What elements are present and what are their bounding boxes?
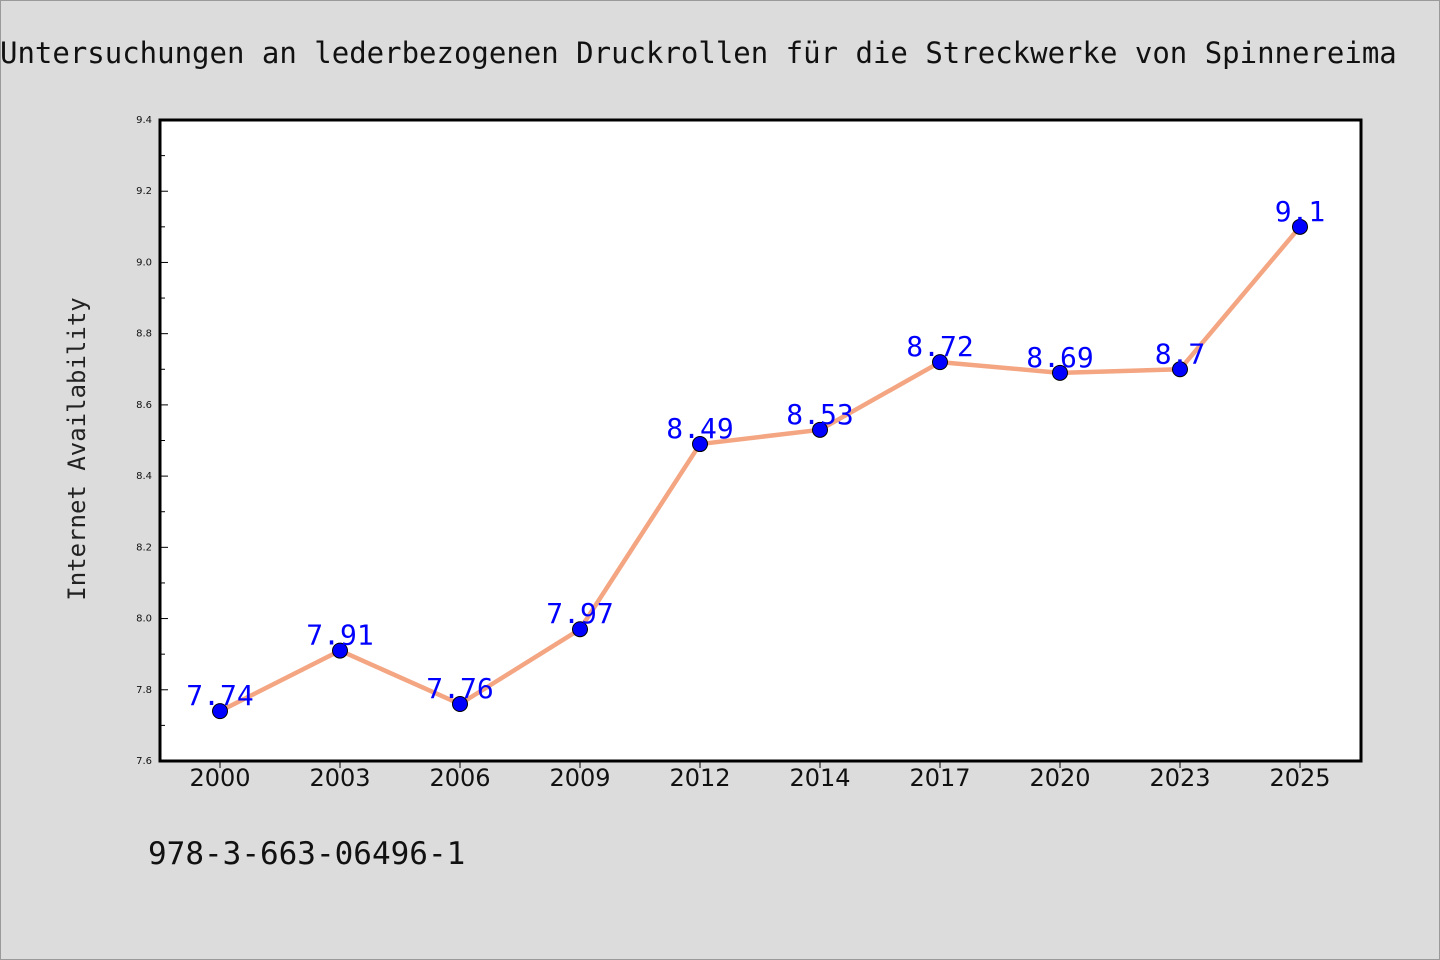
x-tick-label: 2025	[1269, 764, 1330, 792]
y-axis-label: Internet Availability	[63, 297, 91, 600]
x-tick-label: 2020	[1029, 764, 1090, 792]
y-tick-label: 8.8	[136, 329, 152, 340]
y-tick-label: 8.0	[136, 614, 152, 625]
y-tick-label: 7.6	[136, 756, 152, 767]
data-point	[452, 696, 468, 713]
data-markers	[212, 218, 1308, 720]
x-tick-label: 2006	[429, 764, 490, 792]
data-label: 9.1	[1275, 195, 1326, 228]
series-line-group	[217, 224, 1303, 714]
data-point	[1052, 364, 1068, 381]
data-label: 7.74	[186, 679, 253, 712]
y-tick-label: 7.8	[136, 685, 152, 696]
y-axis-ticks: 7.6 7.8 8.0 8.2 8.4 8.6 8.8 9.0 9.2 9.4	[136, 115, 168, 767]
y-tick-label: 8.4	[136, 471, 152, 482]
data-label: 7.97	[546, 597, 613, 630]
y-tick-label: 8.2	[136, 542, 152, 553]
data-point	[332, 642, 348, 659]
data-label: 8.7	[1155, 337, 1206, 370]
data-label: 8.69	[1026, 341, 1093, 374]
chart-title: Untersuchungen an lederbezogenen Druckro…	[0, 36, 1397, 70]
x-axis-ticks: 2000 2003 2006 2009 2012 2014 2017 2020 2023 2025	[189, 761, 1331, 792]
x-tick-label: 2003	[309, 764, 370, 792]
data-point	[812, 421, 828, 438]
x-tick-label: 2000	[189, 764, 250, 792]
data-label: 8.49	[666, 412, 733, 445]
y-tick-label: 9.0	[136, 257, 152, 268]
data-point	[1292, 218, 1308, 235]
footer-isbn: 978-3-663-06496-1	[148, 836, 465, 872]
y-tick-label: 8.6	[136, 400, 152, 411]
data-point	[212, 703, 228, 720]
data-label: 7.76	[426, 672, 493, 705]
data-label: 8.53	[786, 398, 853, 431]
data-point	[932, 354, 948, 371]
y-tick-label: 9.2	[136, 186, 152, 197]
y-tick-label: 9.4	[136, 115, 152, 126]
x-tick-label: 2023	[1149, 764, 1210, 792]
x-tick-label: 2014	[789, 764, 850, 792]
data-labels: 7.74 7.91 7.76 7.97 8.49 8.53 8.72 8.69 8.7 9.1	[186, 195, 1325, 712]
data-label: 8.72	[906, 330, 973, 363]
data-point	[572, 621, 588, 638]
x-tick-label: 2012	[669, 764, 730, 792]
data-point	[1172, 361, 1188, 378]
data-point	[692, 436, 708, 453]
series-line	[217, 224, 1303, 714]
plot-area	[158, 118, 1363, 763]
data-label: 7.91	[306, 619, 373, 652]
x-tick-label: 2017	[909, 764, 970, 792]
x-tick-label: 2009	[549, 764, 610, 792]
